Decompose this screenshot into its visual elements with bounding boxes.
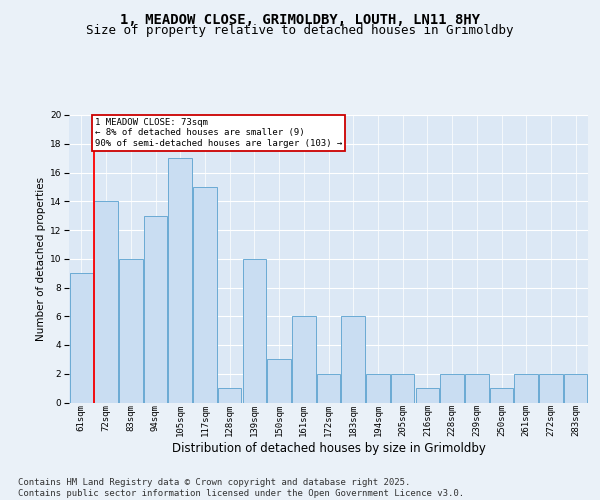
Y-axis label: Number of detached properties: Number of detached properties <box>35 176 46 341</box>
Bar <box>539 374 563 402</box>
Text: Size of property relative to detached houses in Grimoldby: Size of property relative to detached ho… <box>86 24 514 37</box>
Bar <box>391 374 415 402</box>
Text: 1, MEADOW CLOSE, GRIMOLDBY, LOUTH, LN11 8HY: 1, MEADOW CLOSE, GRIMOLDBY, LOUTH, LN11 … <box>120 12 480 26</box>
Bar <box>242 259 266 402</box>
Bar <box>514 374 538 402</box>
Bar <box>70 273 93 402</box>
Bar <box>268 360 291 403</box>
Bar <box>193 187 217 402</box>
Text: Contains HM Land Registry data © Crown copyright and database right 2025.
Contai: Contains HM Land Registry data © Crown c… <box>18 478 464 498</box>
Bar <box>440 374 464 402</box>
Bar <box>292 316 316 402</box>
Bar <box>416 388 439 402</box>
Bar <box>218 388 241 402</box>
Bar <box>366 374 389 402</box>
Bar <box>144 216 167 402</box>
Bar <box>490 388 513 402</box>
Bar <box>94 201 118 402</box>
Bar <box>317 374 340 402</box>
Bar <box>564 374 587 402</box>
Bar <box>169 158 192 402</box>
Bar <box>341 316 365 402</box>
X-axis label: Distribution of detached houses by size in Grimoldby: Distribution of detached houses by size … <box>172 442 485 454</box>
Bar <box>119 259 143 402</box>
Bar <box>465 374 488 402</box>
Text: 1 MEADOW CLOSE: 73sqm
← 8% of detached houses are smaller (9)
90% of semi-detach: 1 MEADOW CLOSE: 73sqm ← 8% of detached h… <box>95 118 342 148</box>
